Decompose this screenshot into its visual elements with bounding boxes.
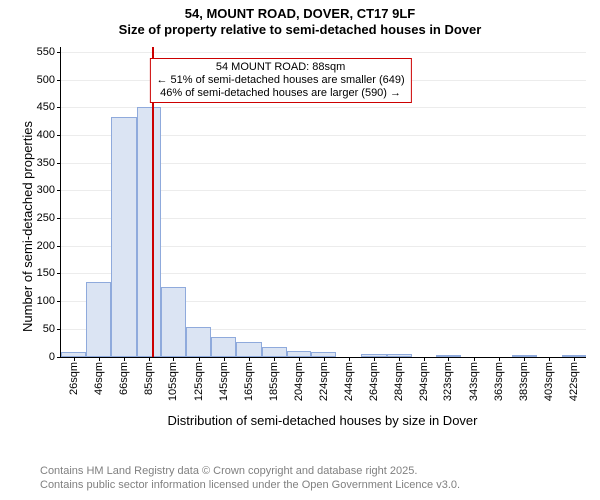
x-tick-label: 363sqm [493, 357, 505, 401]
histogram-bar [236, 342, 261, 357]
chart-area: Number of semi-detached properties 05010… [10, 41, 590, 451]
x-tick-label: 244sqm [343, 357, 355, 401]
y-tick-label: 350 [37, 157, 55, 169]
annotation-box: 54 MOUNT ROAD: 88sqm← 51% of semi-detach… [149, 58, 411, 104]
y-tick-label: 500 [37, 74, 55, 86]
y-tick-label: 400 [37, 129, 55, 141]
annotation-line3: 46% of semi-detached houses are larger (… [156, 87, 404, 100]
histogram-bar [137, 107, 161, 356]
x-tick-label: 204sqm [293, 357, 305, 401]
y-tick-label: 250 [37, 212, 55, 224]
y-tick-label: 50 [43, 323, 55, 335]
annotation-line2: ← 51% of semi-detached houses are smalle… [156, 74, 404, 87]
x-tick-label: 284sqm [393, 357, 405, 401]
chart-title-line2: Size of property relative to semi-detach… [0, 22, 600, 38]
histogram-bar [161, 287, 186, 356]
x-tick-label: 323sqm [442, 357, 454, 401]
gridline [61, 52, 586, 53]
x-tick-label: 264sqm [368, 357, 380, 401]
chart-title-block: 54, MOUNT ROAD, DOVER, CT17 9LF Size of … [0, 0, 600, 39]
y-tick-label: 0 [49, 351, 55, 363]
x-tick-label: 125sqm [193, 357, 205, 401]
x-tick-label: 165sqm [243, 357, 255, 401]
histogram-bar [211, 337, 236, 356]
annotation-line1: 54 MOUNT ROAD: 88sqm [156, 61, 404, 74]
x-tick-label: 145sqm [218, 357, 230, 401]
x-tick-label: 66sqm [118, 357, 130, 395]
x-tick-label: 46sqm [93, 357, 105, 395]
y-tick-label: 300 [37, 184, 55, 196]
plot-area: 05010015020025030035040045050055026sqm46… [60, 47, 586, 358]
y-axis-label: Number of semi-detached properties [20, 121, 35, 332]
x-tick-label: 422sqm [568, 357, 580, 401]
y-tick-label: 200 [37, 240, 55, 252]
x-tick-label: 294sqm [418, 357, 430, 401]
x-tick-label: 343sqm [468, 357, 480, 401]
histogram-bar [186, 327, 211, 356]
x-tick-label: 26sqm [68, 357, 80, 395]
y-tick-label: 150 [37, 267, 55, 279]
y-tick-label: 450 [37, 101, 55, 113]
x-axis-label: Distribution of semi-detached houses by … [60, 413, 585, 428]
x-tick-label: 403sqm [543, 357, 555, 401]
chart-title-line1: 54, MOUNT ROAD, DOVER, CT17 9LF [0, 6, 600, 22]
footnote: Contains HM Land Registry data © Crown c… [40, 465, 460, 493]
x-tick-label: 224sqm [318, 357, 330, 401]
x-tick-label: 185sqm [268, 357, 280, 401]
y-tick-label: 550 [37, 46, 55, 58]
x-tick-label: 85sqm [143, 357, 155, 395]
x-tick-label: 105sqm [167, 357, 179, 401]
footnote-line2: Contains public sector information licen… [40, 479, 460, 493]
histogram-bar [262, 347, 287, 357]
x-tick-label: 383sqm [518, 357, 530, 401]
histogram-bar [86, 282, 111, 357]
y-tick-label: 100 [37, 295, 55, 307]
footnote-line1: Contains HM Land Registry data © Crown c… [40, 465, 460, 479]
histogram-bar [111, 117, 136, 356]
